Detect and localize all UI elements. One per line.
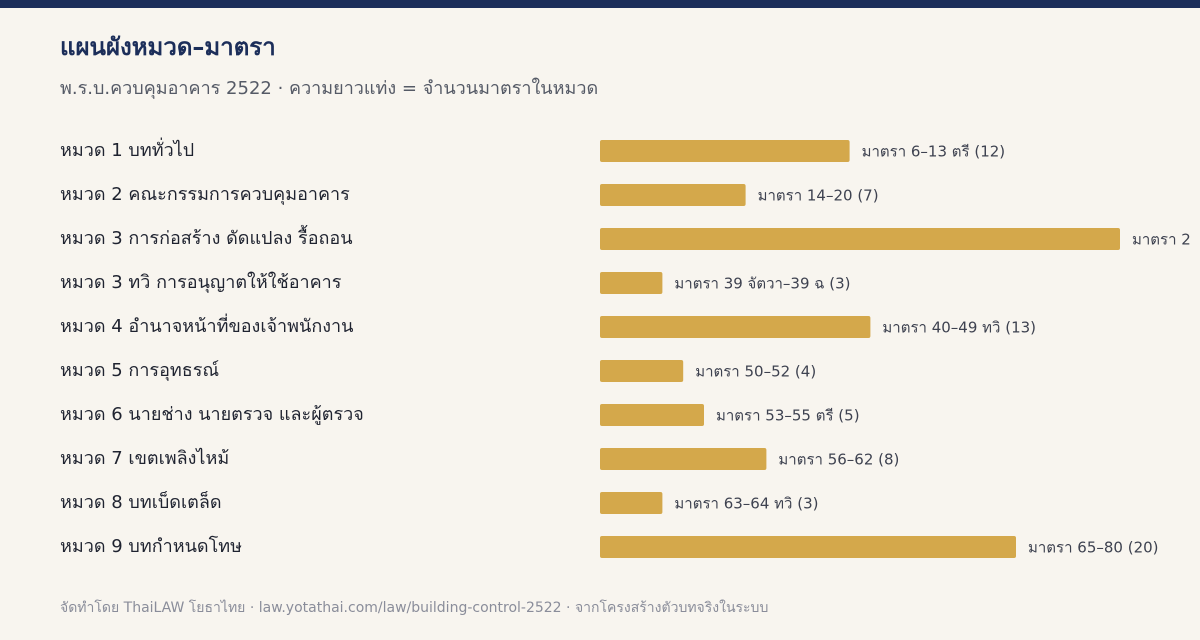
chart-title: แผนผังหมวด–มาตรา	[60, 33, 276, 61]
value-label: มาตรา 14–20 (7)	[758, 187, 879, 205]
bar	[600, 536, 1016, 558]
chart-subtitle: พ.ร.บ.ควบคุมอาคาร 2522 · ความยาวแท่ง = จ…	[60, 77, 598, 99]
category-label: หมวด 8 บทเบ็ดเตล็ด	[60, 490, 222, 513]
bar	[600, 360, 684, 382]
category-label: หมวด 1 บททั่วไป	[60, 137, 194, 161]
value-label: มาตรา 65–80 (20)	[1028, 539, 1159, 557]
bar	[600, 316, 871, 338]
footer: จัดทำโดย ThaiLAW โยธาไทย · law.yotathai.…	[60, 599, 768, 616]
value-label: มาตรา 39 จัตวา–39 ฉ (3)	[674, 275, 850, 293]
value-label: มาตรา 53–55 ตรี (5)	[716, 407, 860, 425]
value-label: มาตรา 50–52 (4)	[695, 363, 816, 381]
bar	[600, 228, 1120, 250]
category-label: หมวด 3 ทวิ การอนุญาตให้ใช้อาคาร	[60, 271, 342, 293]
bar	[600, 272, 663, 294]
value-label: มาตรา 6–13 ตรี (12)	[862, 143, 1006, 161]
value-label: มาตรา 56–62 (8)	[778, 451, 899, 469]
category-label: หมวด 9 บทกำหนดโทษ	[60, 535, 242, 557]
bar	[600, 492, 663, 514]
category-label: หมวด 6 นายช่าง นายตรวจ และผู้ตรวจ	[60, 404, 364, 425]
value-label: มาตรา 2	[1132, 231, 1191, 249]
value-label: มาตรา 63–64 ทวิ (3)	[674, 495, 818, 513]
bar	[600, 448, 767, 470]
category-label: หมวด 7 เขตเพลิงไหม้	[60, 447, 229, 469]
value-label: มาตรา 40–49 ทวิ (13)	[882, 319, 1036, 337]
category-label: หมวด 4 อำนาจหน้าที่ของเจ้าพนักงาน	[60, 313, 353, 337]
category-label: หมวด 5 การอุทธรณ์	[60, 360, 219, 381]
category-label: หมวด 3 การก่อสร้าง ดัดแปลง รื้อถอน	[60, 225, 353, 249]
bar	[600, 404, 704, 426]
top-band	[0, 0, 1200, 8]
category-label: หมวด 2 คณะกรรมการควบคุมอาคาร	[60, 184, 350, 205]
bar	[600, 140, 850, 162]
bar	[600, 184, 746, 206]
